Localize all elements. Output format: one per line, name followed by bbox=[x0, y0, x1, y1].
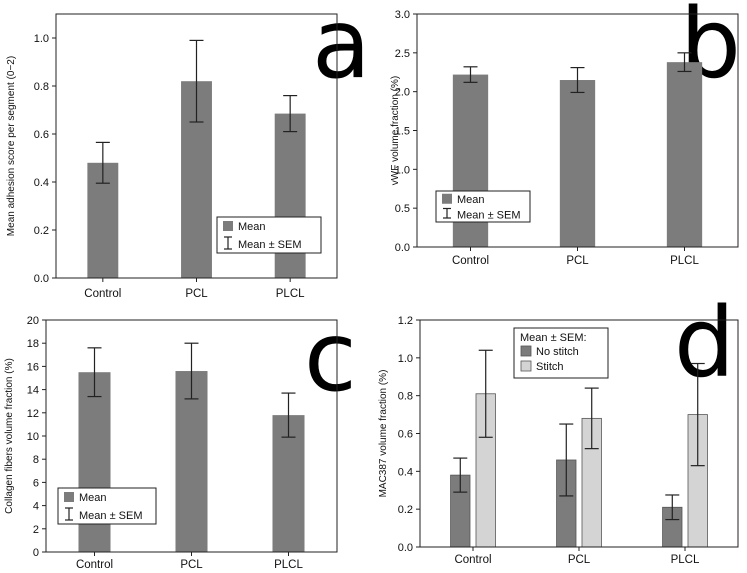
legend-label: Mean ± SEM bbox=[79, 510, 143, 522]
legend-swatch bbox=[520, 360, 532, 372]
y-tick-label: 2 bbox=[33, 524, 39, 536]
y-tick-label: 8 bbox=[33, 454, 39, 466]
category-label: PLCL bbox=[670, 255, 699, 267]
plot-frame bbox=[55, 13, 338, 279]
y-axis-label: MAC387 volume fraction (%) bbox=[378, 370, 389, 498]
legend-box bbox=[216, 216, 322, 254]
y-tick-label: 12 bbox=[27, 408, 39, 420]
legend-title: Mean ± SEM: bbox=[520, 332, 587, 344]
legend: Mean Mean ± SEM bbox=[435, 190, 531, 223]
legend-swatch bbox=[223, 221, 233, 231]
plot-frame bbox=[419, 319, 739, 548]
chart-panel-a: a 0.0 0.2 0.4 0.6 0.8 1.0 Control PCL PLCL Mean ad… bbox=[6, 0, 371, 300]
y-tick-label: 2.0 bbox=[395, 87, 410, 99]
legend-box bbox=[57, 487, 157, 525]
y-tick-label: 2.5 bbox=[395, 48, 410, 60]
legend-swatch bbox=[442, 193, 452, 204]
y-tick-label: 0.2 bbox=[34, 225, 49, 237]
legend: Mean Mean ± SEM bbox=[57, 487, 157, 525]
legend-label: Mean bbox=[457, 194, 485, 206]
bar bbox=[666, 62, 703, 247]
legend: Mean ± SEM: No stitch Stitch bbox=[513, 327, 609, 379]
y-tick-label: 6 bbox=[33, 477, 39, 489]
category-label: Control bbox=[76, 559, 113, 571]
y-tick-label: 10 bbox=[27, 431, 39, 443]
panel-letter: d bbox=[674, 287, 735, 399]
y-tick-label: 0 bbox=[33, 547, 39, 559]
legend-label: No stitch bbox=[536, 346, 579, 358]
y-tick-label: 20 bbox=[27, 315, 39, 327]
category-label: PLCL bbox=[274, 559, 303, 571]
legend-label: Mean ± SEM bbox=[238, 239, 302, 251]
category-label: PCL bbox=[180, 559, 203, 571]
y-tick-label: 0.0 bbox=[34, 273, 49, 285]
legend-label: Stitch bbox=[536, 361, 564, 373]
panel-letter: c bbox=[304, 301, 357, 413]
category-label: PLCL bbox=[671, 554, 700, 566]
y-axis-label: Collagen fibers volume fraction (%) bbox=[4, 358, 15, 514]
legend: Mean Mean ± SEM bbox=[216, 216, 322, 254]
bar bbox=[559, 80, 596, 248]
y-tick-label: 1.2 bbox=[398, 315, 413, 327]
y-tick-label: 0.6 bbox=[398, 429, 413, 441]
y-tick-label: 0.0 bbox=[395, 242, 410, 254]
y-tick-label: 3.0 bbox=[395, 9, 410, 21]
bar bbox=[272, 415, 305, 552]
plot-frame bbox=[45, 319, 338, 553]
y-tick-label: 4 bbox=[33, 501, 39, 513]
legend-label: Mean bbox=[238, 221, 266, 233]
y-tick-label: 0.2 bbox=[398, 504, 413, 516]
legend-swatch bbox=[64, 492, 74, 502]
bar bbox=[175, 371, 208, 552]
y-tick-label: 0.0 bbox=[398, 542, 413, 554]
category-label: PCL bbox=[566, 255, 589, 267]
category-label: PCL bbox=[568, 554, 591, 566]
y-tick-label: 1.0 bbox=[34, 33, 49, 45]
y-axis-label: vWF volume fraction (%) bbox=[390, 76, 401, 185]
plot-frame bbox=[416, 13, 739, 248]
y-tick-label: 1.5 bbox=[395, 126, 410, 138]
y-tick-label: 0.5 bbox=[395, 203, 410, 215]
y-tick-label: 0.8 bbox=[398, 391, 413, 403]
y-axis-label: Mean adhesion score per segment (0−2) bbox=[6, 56, 17, 236]
category-label: Control bbox=[454, 554, 491, 566]
category-label: Control bbox=[452, 255, 489, 267]
y-tick-label: 0.6 bbox=[34, 129, 49, 141]
bar bbox=[78, 372, 111, 552]
y-tick-label: 1.0 bbox=[398, 353, 413, 365]
y-tick-label: 14 bbox=[27, 385, 39, 397]
chart-panel-d: d 0.0 0.2 0.4 0.6 0.8 1.0 1.2 Control PCL PLCL MAC3… bbox=[378, 287, 739, 566]
y-tick-label: 0.8 bbox=[34, 81, 49, 93]
chart-panel-c: c 0 2 4 6 8 10 12 14 16 18 20 Control PCL PLCL Collagen… bbox=[4, 301, 357, 571]
category-label: PLCL bbox=[276, 288, 305, 300]
y-tick-label: 16 bbox=[27, 361, 39, 373]
y-tick-label: 0.4 bbox=[34, 177, 49, 189]
y-tick-label: 18 bbox=[27, 338, 39, 350]
legend-swatch bbox=[520, 345, 532, 357]
category-label: PCL bbox=[185, 288, 208, 300]
panel-letter: a bbox=[312, 0, 371, 100]
legend-label: Mean ± SEM bbox=[457, 209, 521, 221]
y-tick-label: 0.4 bbox=[398, 466, 413, 478]
y-tick-label: 1.0 bbox=[395, 164, 410, 176]
category-label: Control bbox=[84, 288, 121, 300]
legend-label: Mean bbox=[79, 492, 107, 504]
